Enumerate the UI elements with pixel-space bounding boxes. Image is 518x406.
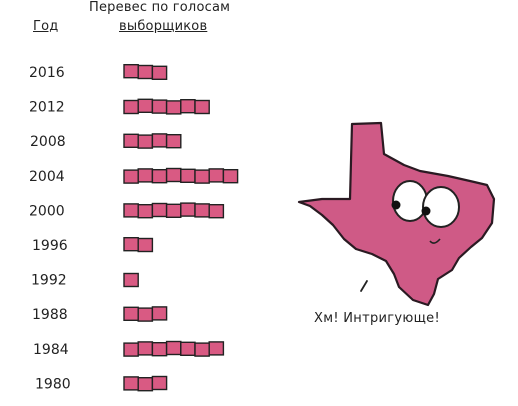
bar [123, 375, 168, 392]
year-label: 1988 [32, 307, 68, 323]
bar [123, 202, 225, 219]
year-label: 1992 [31, 273, 67, 289]
bar [123, 167, 239, 184]
bar [123, 133, 182, 149]
bar-segment [208, 203, 225, 219]
year-label: 2008 [30, 134, 66, 150]
bar-segment [208, 341, 225, 356]
bar [123, 272, 139, 288]
bar-segment [137, 237, 154, 253]
bar [123, 98, 210, 115]
bar-segment [151, 375, 168, 391]
y-axis-title: Год [33, 19, 59, 34]
speech-caption: Хм! Интригующе! [314, 311, 440, 326]
bar-chart: 2016 2012 2008 2004 2000 1996 1992 1988 1984 1980 [29, 63, 239, 392]
year-label: 2016 [29, 65, 65, 81]
bar-segment [165, 133, 182, 149]
bar-segment [194, 99, 210, 115]
year-label: 2012 [29, 100, 65, 116]
year-label: 2004 [29, 169, 65, 185]
year-label: 2000 [29, 203, 65, 219]
bar [123, 236, 154, 253]
bar-segment [151, 306, 168, 321]
year-label: 1984 [33, 342, 69, 358]
bar-segment [222, 168, 239, 184]
year-label: 1980 [35, 376, 71, 392]
bar [123, 63, 168, 81]
bar-segment [123, 272, 139, 288]
year-label: 1996 [32, 238, 68, 254]
bar [123, 306, 168, 322]
bar [123, 340, 225, 357]
x-axis-title-line2: выборщиков [119, 19, 208, 34]
x-axis-title-line1: Перевес по голосам [89, 0, 231, 15]
bar-segment [151, 65, 168, 81]
